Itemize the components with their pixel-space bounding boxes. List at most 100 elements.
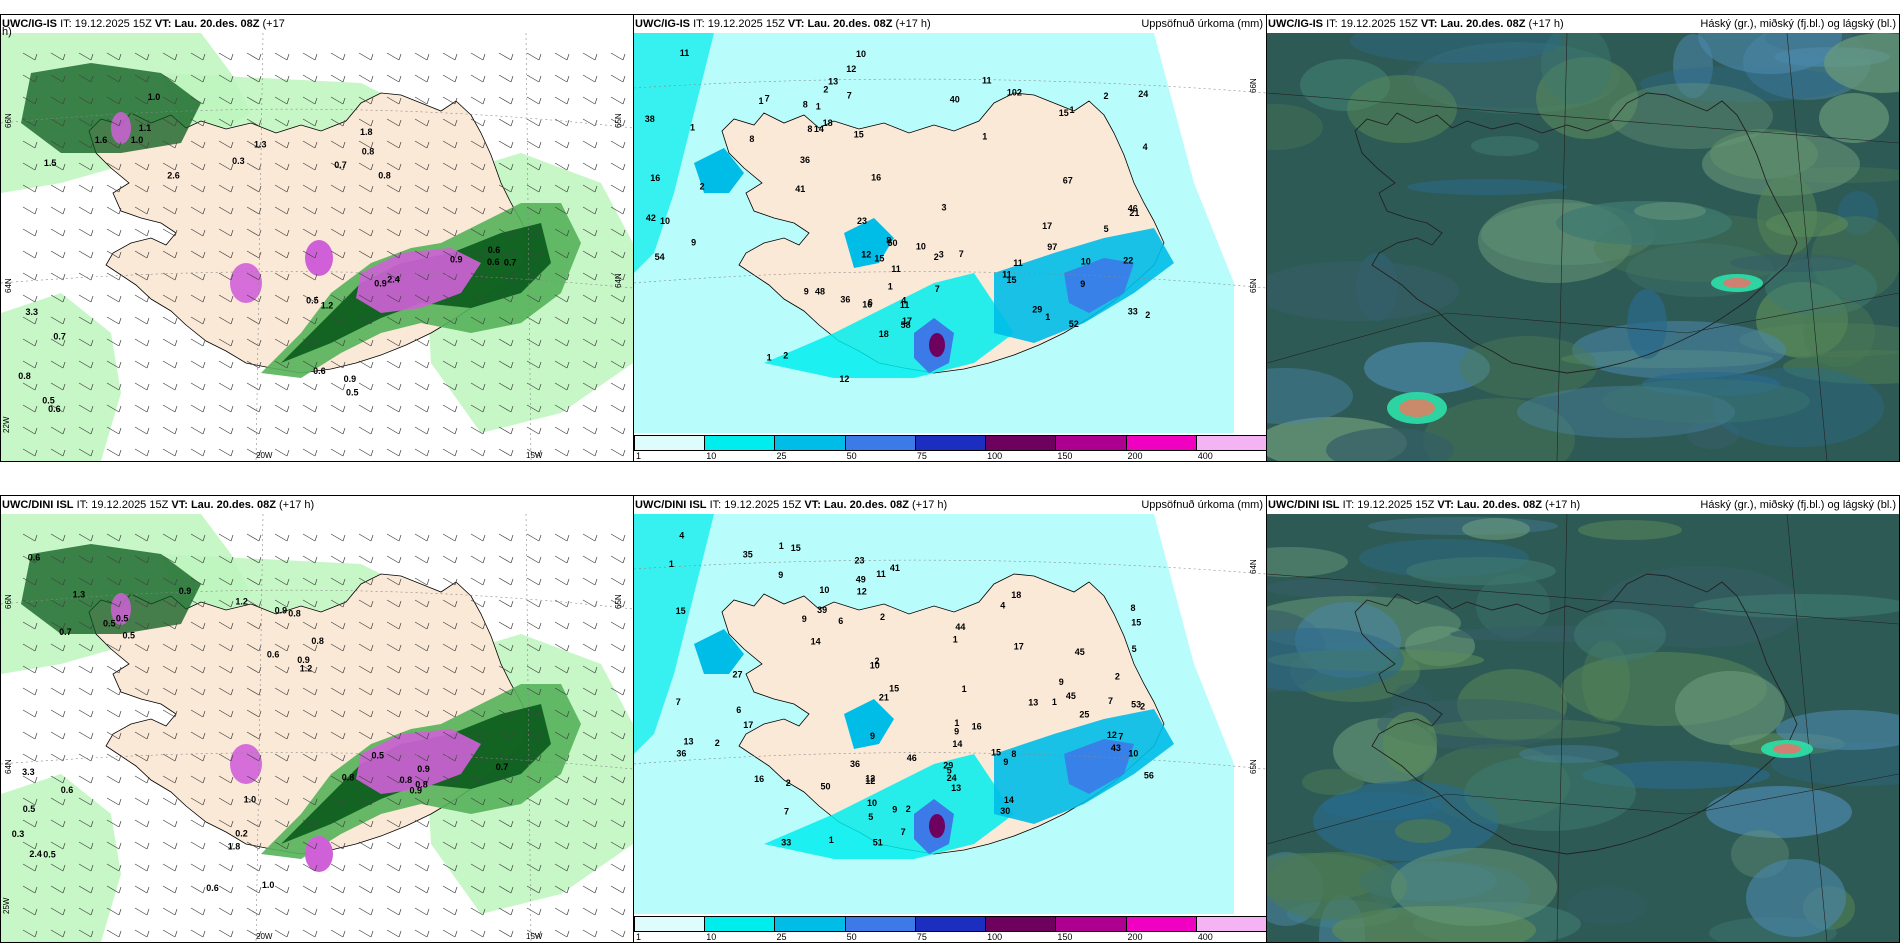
magenta-cell: [111, 112, 131, 144]
lead-time: (+17 h): [279, 499, 315, 511]
lead-time: (+17 h): [1545, 499, 1581, 511]
cloud-blob: [1757, 175, 1817, 255]
value-label: 9: [1059, 677, 1064, 687]
colorbar-tick: 50: [846, 451, 857, 461]
map-area[interactable]: [1267, 514, 1899, 942]
value-label: 7: [959, 249, 964, 259]
model-name: UWC/IG-IS: [1268, 18, 1323, 30]
value-label: 1.6: [95, 135, 108, 145]
value-label: 8: [1131, 603, 1136, 613]
panel-subtitle: Uppsöfnuð úrkoma (mm): [1141, 499, 1263, 511]
value-label: 27: [733, 669, 743, 679]
value-label: 15: [791, 543, 801, 553]
panel-header: UWC/DINI ISL IT: 19.12.2025 15Z VT: Lau.…: [634, 496, 1266, 514]
axis-label: 20W: [256, 932, 273, 941]
value-label: 1.0: [262, 880, 275, 890]
value-label: 0.7: [59, 627, 72, 637]
value-label: 21: [879, 693, 889, 703]
value-label: 25: [1079, 710, 1089, 720]
colorbar-swatch: [1055, 435, 1127, 451]
value-label: 8: [807, 124, 812, 134]
value-label: 29: [943, 761, 953, 771]
vt-label: VT:: [171, 499, 188, 511]
value-label: 1.2: [300, 664, 313, 674]
it-label: IT:: [60, 18, 72, 30]
vt-label: VT:: [1420, 18, 1438, 30]
it-value: 19.12.2025 15Z: [91, 499, 169, 511]
cloud-blob: [1347, 75, 1457, 143]
value-label: 0.5: [43, 849, 56, 859]
vt-value: Lau. 20.des. 08Z: [190, 499, 276, 511]
high-cloud-core: [1399, 399, 1435, 417]
cloud-blob: [1267, 368, 1353, 424]
colorbar-tick: 200: [1127, 932, 1143, 942]
value-label: 21: [1129, 208, 1139, 218]
precip-25-50: [844, 218, 894, 268]
precip-band-west: [634, 33, 714, 273]
high-cloud-core: [1723, 278, 1751, 288]
value-label: 36: [676, 749, 686, 759]
value-label: 7: [901, 827, 906, 837]
axis-label: 20W: [256, 451, 273, 460]
value-label: 0.2: [235, 828, 248, 838]
map-area[interactable]: 0.6 1.2 0.5 0.8 0.6 0.5 0.8 0.9 0.6 0.5 0.7 0.8 0.9 1…: [1, 514, 633, 942]
value-label: 8: [886, 235, 891, 245]
value-label: 14: [814, 124, 824, 134]
value-label: 40: [950, 95, 960, 105]
value-label: 0.6: [313, 366, 326, 376]
graticule: [634, 559, 1266, 770]
value-label: 46: [907, 753, 917, 763]
value-label: 1: [888, 281, 893, 291]
cloud-blob: [1326, 428, 1454, 461]
value-label: 15: [1007, 275, 1017, 285]
value-label: 1: [767, 353, 772, 363]
cloud-blob: [1627, 289, 1667, 359]
value-label: 0.8: [288, 608, 301, 618]
value-label: 8: [803, 99, 808, 109]
value-label: 5: [868, 812, 873, 822]
value-label: 12: [846, 64, 856, 74]
value-label: 0.5: [116, 614, 129, 624]
model-name: UWC/DINI ISL: [1268, 499, 1340, 511]
value-label: 17: [743, 720, 753, 730]
value-label: 0.9: [344, 374, 357, 384]
cloud-blob: [1368, 517, 1558, 535]
value-label: 18: [879, 329, 889, 339]
value-label: 0.5: [23, 804, 36, 814]
map-area[interactable]: 1.0 0.8 0.7 0.9 0.5 1.0 0.8 0.9 0.5 0.6 1.1 0.7 0.9 0…: [1, 33, 633, 461]
value-label: 56: [1144, 771, 1154, 781]
colorbar-swatch: [1195, 916, 1266, 932]
value-label: 0.9: [410, 785, 423, 795]
value-label: 1: [829, 835, 834, 845]
map-area[interactable]: [1267, 33, 1899, 461]
precip-25-50: [694, 629, 744, 674]
axis-label: 65N: [614, 594, 623, 609]
cloud-blob: [1300, 59, 1390, 111]
value-label: 97: [1047, 242, 1057, 252]
cloud-blob: [1803, 299, 1875, 367]
map-area[interactable]: 11 12 7 7 9 14 15 16 16 13 15 18 17 15 5 12 9 10 10 11 11 8 4 1…: [634, 33, 1266, 461]
panel-subtitle: Háský (gr.), miðský (fj.bl.) og lágský (…: [1700, 499, 1896, 511]
cloud-blob: [1602, 379, 1810, 423]
colorbar-swatch: [1125, 916, 1197, 932]
value-label: 1.1: [139, 123, 152, 133]
value-label: 0.5: [103, 619, 116, 629]
value-label: 12: [857, 587, 867, 597]
value-label: 2: [1115, 671, 1120, 681]
map-area[interactable]: 6 11 13 14 14 23 15 33 35 9 9 9 10 10 9 16 17 15 12 8 9 9 7 10 1…: [634, 514, 1266, 942]
value-label: 2: [786, 778, 791, 788]
value-label: 13: [1028, 698, 1038, 708]
header-left: UWC/IG-IS IT: 19.12.2025 15Z VT: Lau. 20…: [1268, 15, 1564, 33]
value-label: 13: [828, 77, 838, 87]
value-label: 0.8: [362, 147, 375, 157]
wind-barbs: [22, 533, 626, 938]
it-label: IT:: [1342, 499, 1355, 511]
value-label: 15: [874, 254, 884, 264]
colorbar-tick: 150: [1057, 451, 1073, 461]
colorbar-swatch: [704, 435, 776, 451]
value-label: 0.3: [12, 829, 25, 839]
cloud-blob: [1427, 719, 1621, 739]
value-label: 11: [900, 300, 910, 310]
colorbar-swatch: [634, 435, 706, 451]
cloud-blob: [1730, 254, 1856, 272]
